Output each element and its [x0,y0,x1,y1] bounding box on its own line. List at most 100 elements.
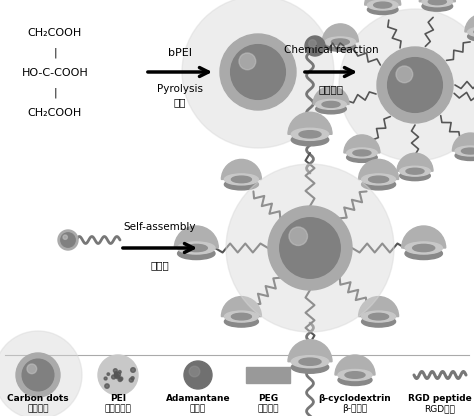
Circle shape [289,227,308,245]
Ellipse shape [224,311,258,322]
Circle shape [115,372,120,377]
Wedge shape [221,159,261,179]
Circle shape [27,364,36,374]
Ellipse shape [362,174,396,185]
Wedge shape [397,153,433,171]
Text: CH₂COOH: CH₂COOH [28,108,82,118]
Bar [246,367,290,383]
Wedge shape [344,135,380,153]
Circle shape [119,377,123,380]
Wedge shape [221,297,261,317]
Text: Adamantane: Adamantane [166,394,230,403]
Circle shape [16,353,60,397]
Circle shape [339,9,474,161]
Circle shape [268,206,352,290]
Ellipse shape [322,102,340,107]
Circle shape [61,233,75,247]
Wedge shape [419,0,456,2]
Circle shape [118,378,122,381]
Wedge shape [174,226,219,248]
Text: 化学反应: 化学反应 [319,84,344,94]
Wedge shape [313,87,349,104]
Ellipse shape [316,99,346,109]
Wedge shape [335,355,375,375]
Ellipse shape [346,153,377,162]
Circle shape [226,164,394,332]
Circle shape [115,374,119,379]
Circle shape [129,378,133,382]
Ellipse shape [369,313,389,320]
Circle shape [309,40,316,47]
Ellipse shape [367,5,398,15]
Ellipse shape [353,150,371,156]
Text: Pyrolysis: Pyrolysis [157,84,203,94]
Ellipse shape [316,104,346,114]
Text: PEG: PEG [258,394,278,403]
Circle shape [118,371,121,374]
Ellipse shape [292,361,328,373]
Circle shape [115,372,117,374]
Ellipse shape [405,248,442,260]
Text: 聚乙烯亚胺: 聚乙烯亚胺 [105,404,131,413]
Circle shape [280,218,340,278]
Text: Carbon dots: Carbon dots [7,394,69,403]
Circle shape [220,34,296,110]
Ellipse shape [362,311,396,322]
Text: 碳量子点: 碳量子点 [27,404,49,413]
Ellipse shape [224,174,258,185]
Ellipse shape [400,166,430,176]
Wedge shape [288,340,332,362]
Ellipse shape [292,356,328,368]
Ellipse shape [455,146,474,156]
Circle shape [115,372,118,375]
Circle shape [388,58,442,112]
Ellipse shape [338,369,372,381]
Ellipse shape [231,176,251,183]
Ellipse shape [231,313,251,320]
Ellipse shape [422,0,453,7]
Wedge shape [401,226,446,248]
Ellipse shape [422,1,453,11]
Circle shape [58,230,78,250]
Circle shape [305,36,325,56]
Ellipse shape [178,248,215,260]
Text: 金刚烷: 金刚烷 [190,404,206,413]
Ellipse shape [461,148,474,154]
Ellipse shape [178,242,215,254]
Ellipse shape [468,27,474,37]
Wedge shape [465,14,474,32]
Ellipse shape [299,131,321,138]
Ellipse shape [346,148,377,158]
Circle shape [105,384,109,388]
Text: |: | [53,48,57,59]
Ellipse shape [406,168,424,174]
Ellipse shape [400,171,430,181]
Ellipse shape [345,372,365,378]
Circle shape [231,45,285,99]
Circle shape [107,373,109,375]
Ellipse shape [338,374,372,386]
Text: bPEI: bPEI [168,48,192,58]
Ellipse shape [325,42,356,51]
Text: RGD多肽: RGD多肽 [425,404,456,413]
Circle shape [104,377,107,380]
Text: CH₂COOH: CH₂COOH [28,28,82,38]
Circle shape [396,66,413,83]
Ellipse shape [367,0,398,10]
Wedge shape [322,24,358,42]
Text: RGD peptide: RGD peptide [408,394,472,403]
Text: Chemical reaction: Chemical reaction [283,45,378,55]
Ellipse shape [331,39,349,45]
Ellipse shape [413,244,435,252]
Circle shape [0,331,82,416]
Circle shape [63,235,67,239]
Text: β-环糊精: β-环糊精 [342,404,367,413]
Wedge shape [359,159,399,179]
Text: 聚乙二醇: 聚乙二醇 [257,404,279,413]
Circle shape [184,361,212,389]
Text: β-cyclodextrin: β-cyclodextrin [319,394,392,403]
Ellipse shape [362,179,396,190]
Ellipse shape [455,151,474,161]
Wedge shape [359,297,399,317]
Ellipse shape [325,37,356,47]
